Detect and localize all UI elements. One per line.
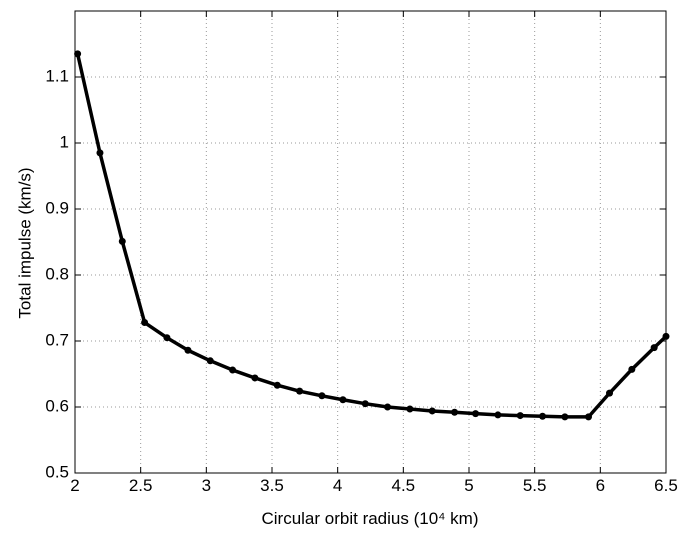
data-point <box>273 381 281 389</box>
x-axis-label: Circular orbit radius (10⁴ km) <box>261 509 478 528</box>
data-point <box>206 357 214 365</box>
data-point <box>296 387 304 395</box>
data-point <box>118 237 126 245</box>
data-point <box>606 389 614 397</box>
x-tick-label: 6.5 <box>654 476 678 495</box>
plot-frame <box>74 10 667 474</box>
x-tick-label: 2 <box>70 476 79 495</box>
data-point <box>339 396 347 404</box>
x-tick-label: 2.5 <box>129 476 153 495</box>
data-point <box>96 149 104 157</box>
data-point <box>494 411 502 419</box>
data-point <box>561 413 569 421</box>
x-tick-label: 4 <box>333 476 342 495</box>
y-tick-label: 0.5 <box>45 462 69 481</box>
data-point <box>650 344 658 352</box>
data-point <box>229 366 237 374</box>
y-tick-label: 0.6 <box>45 396 69 415</box>
y-axis-label: Total impulse (km/s) <box>15 167 34 318</box>
data-point <box>406 405 414 413</box>
data-point <box>472 410 480 418</box>
x-tick-label: 3 <box>202 476 211 495</box>
data-point <box>163 334 171 342</box>
data-point <box>361 400 369 408</box>
y-tick-label: 0.9 <box>45 198 69 217</box>
y-tick-label: 1 <box>60 132 69 151</box>
data-point <box>428 407 436 415</box>
plot-background <box>75 11 666 473</box>
data-point <box>516 412 524 420</box>
data-point <box>539 412 547 420</box>
x-tick-label: 4.5 <box>392 476 416 495</box>
data-point <box>318 392 326 400</box>
data-point <box>184 346 192 354</box>
data-line <box>75 53 668 419</box>
data-point <box>585 413 593 421</box>
data-point <box>662 332 670 340</box>
x-tick-label: 3.5 <box>260 476 284 495</box>
data-point <box>251 374 259 382</box>
data-point <box>141 319 149 327</box>
data-point <box>74 50 82 58</box>
x-tick-label: 6 <box>596 476 605 495</box>
x-tick-label: 5.5 <box>523 476 547 495</box>
x-tick-label: 5 <box>464 476 473 495</box>
y-tick-label: 0.8 <box>45 264 69 283</box>
y-tick-label: 0.7 <box>45 330 69 349</box>
data-point <box>451 408 459 416</box>
data-point <box>628 365 636 373</box>
y-tick-label: 1.1 <box>45 66 69 85</box>
data-point <box>384 403 392 411</box>
